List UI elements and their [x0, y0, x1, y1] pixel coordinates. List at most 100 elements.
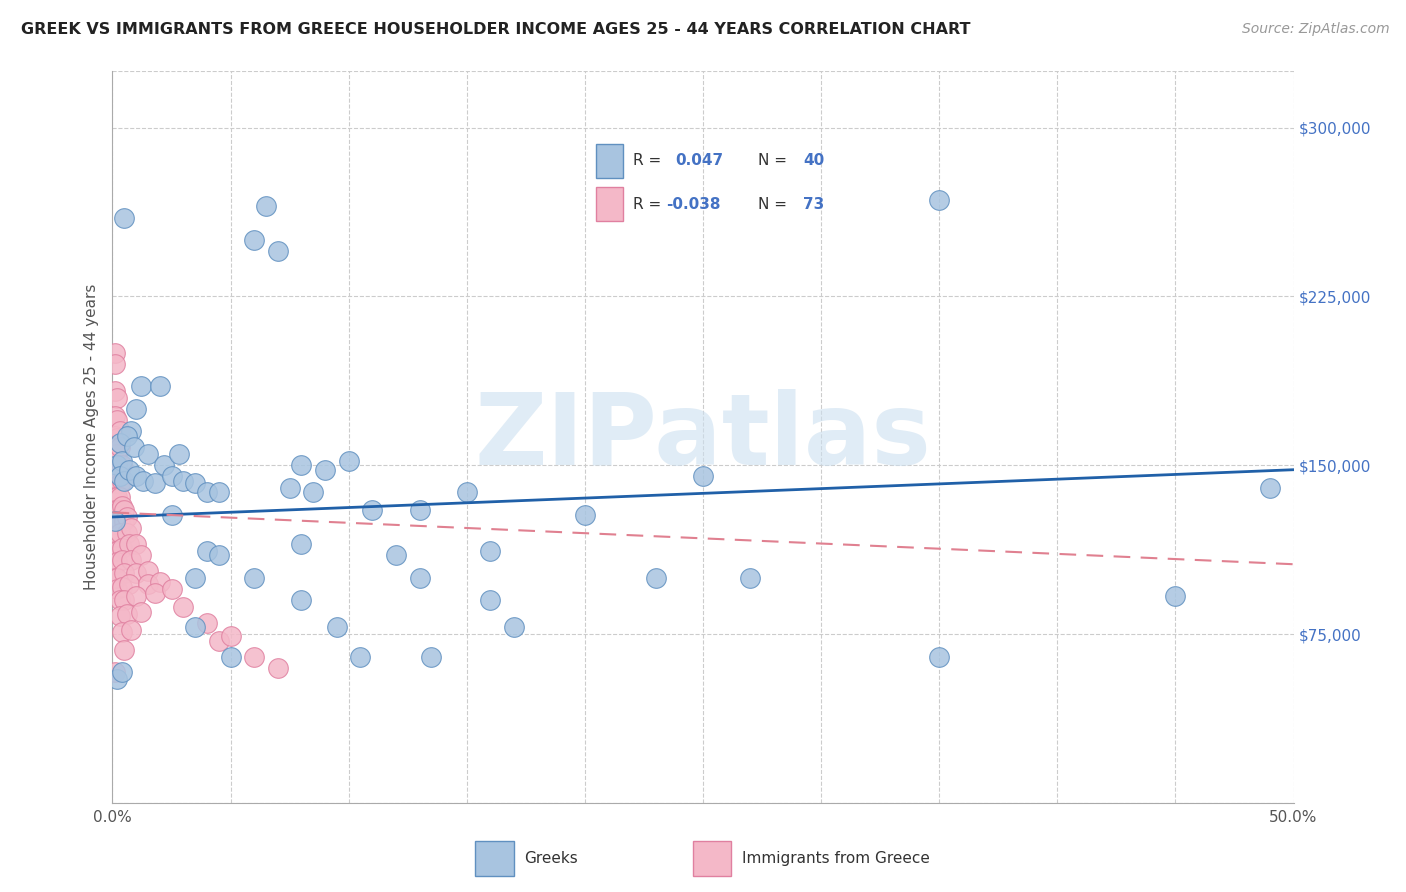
Point [108, 525, 131, 540]
Point [574, 508, 596, 522]
Text: 40: 40 [803, 153, 825, 169]
Point [104, 345, 127, 359]
Point [479, 593, 502, 607]
Point [112, 515, 135, 529]
Point [125, 566, 148, 581]
Bar [693, 841, 731, 876]
Point [385, 548, 408, 562]
Text: Immigrants from Greece: Immigrants from Greece [742, 851, 931, 866]
Point [125, 401, 148, 416]
Point [160, 508, 183, 522]
Point [456, 485, 478, 500]
Point [105, 516, 128, 531]
Point [143, 476, 166, 491]
Point [112, 474, 135, 488]
Text: Greeks: Greeks [524, 851, 578, 866]
Point [111, 499, 134, 513]
Point [122, 440, 145, 454]
Point [115, 429, 138, 443]
Point [108, 425, 131, 439]
Point [302, 485, 325, 500]
Point [104, 384, 127, 398]
Point [108, 440, 131, 454]
Point [243, 571, 266, 585]
Point [172, 599, 194, 614]
Point [108, 469, 131, 483]
Point [160, 469, 183, 483]
Point [195, 543, 218, 558]
Point [111, 553, 134, 567]
Point [104, 503, 127, 517]
Point [149, 379, 172, 393]
Point [290, 537, 312, 551]
Text: N =: N = [758, 153, 792, 169]
Point [104, 357, 127, 371]
Point [105, 447, 128, 461]
Point [928, 193, 950, 207]
Point [115, 607, 138, 621]
Point [184, 476, 207, 491]
Point [219, 649, 242, 664]
Point [108, 435, 131, 450]
Point [104, 515, 127, 529]
Point [118, 537, 141, 551]
Point [105, 543, 128, 558]
Point [740, 571, 762, 585]
Point [108, 490, 131, 504]
Point [195, 615, 218, 630]
Point [112, 593, 135, 607]
Point [104, 429, 127, 443]
Point [105, 530, 128, 544]
Point [104, 530, 127, 544]
Point [104, 409, 127, 423]
Point [326, 620, 349, 634]
Point [172, 474, 194, 488]
Point [184, 571, 207, 585]
Point [349, 649, 371, 664]
Point [104, 516, 127, 531]
Text: GREEK VS IMMIGRANTS FROM GREECE HOUSEHOLDER INCOME AGES 25 - 44 YEARS CORRELATIO: GREEK VS IMMIGRANTS FROM GREECE HOUSEHOL… [21, 22, 970, 37]
Point [108, 609, 131, 624]
Point [108, 515, 131, 529]
Point [108, 593, 131, 607]
Point [112, 503, 135, 517]
Bar [596, 187, 623, 221]
Point [195, 485, 218, 500]
Point [105, 503, 128, 517]
Point [111, 665, 134, 680]
Point [108, 503, 131, 517]
Point [111, 474, 134, 488]
Point [105, 463, 128, 477]
Text: R =: R = [633, 153, 665, 169]
Point [105, 582, 128, 596]
Point [408, 503, 430, 517]
Point [290, 593, 312, 607]
Text: 0.047: 0.047 [675, 153, 723, 169]
Point [105, 413, 128, 427]
Point [105, 476, 128, 491]
Point [104, 571, 127, 585]
Point [105, 555, 128, 569]
Point [125, 537, 148, 551]
Text: R =: R = [633, 197, 665, 211]
Point [160, 582, 183, 596]
Point [118, 577, 141, 591]
Point [503, 620, 526, 634]
Point [208, 548, 231, 562]
Point [111, 624, 134, 639]
Point [692, 469, 714, 483]
Point [928, 649, 950, 664]
Point [479, 543, 502, 558]
Point [337, 453, 360, 467]
Point [104, 490, 127, 504]
Point [111, 580, 134, 594]
Point [361, 503, 384, 517]
Point [105, 672, 128, 686]
Point [408, 571, 430, 585]
Point [111, 453, 134, 467]
Point [243, 649, 266, 664]
Point [104, 463, 127, 477]
Point [108, 476, 131, 491]
Text: -0.038: -0.038 [666, 197, 721, 211]
Point [120, 521, 142, 535]
